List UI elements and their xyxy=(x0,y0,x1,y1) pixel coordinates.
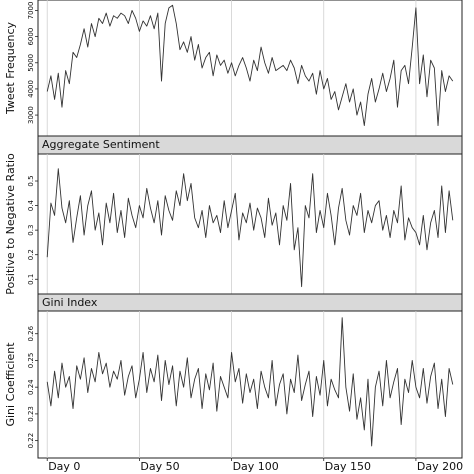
x-axis-tick-label: Day 50 xyxy=(140,460,179,473)
panel-1-ytick-label: 0.3 xyxy=(27,225,35,236)
panel-0-ytick-label: 7000 xyxy=(27,2,35,20)
panel-1-ytick-label: 0.2 xyxy=(27,249,35,260)
panel-0-ytick-label: 5000 xyxy=(27,54,35,72)
panel-2-ytick-label: 0.22 xyxy=(27,433,35,449)
panel-0-frame xyxy=(37,0,463,137)
panel-2-series-line xyxy=(46,317,454,447)
panel-2-ytick-label: 0.26 xyxy=(27,325,35,341)
panel-2-ytick-label: 0.24 xyxy=(27,379,35,395)
panel-0-ytick-label: 4000 xyxy=(27,80,35,98)
x-axis-tick-label: Day 0 xyxy=(48,460,80,473)
panel-2-frame xyxy=(37,310,463,459)
panel-0-ytick-label: 6000 xyxy=(27,28,35,46)
panel-0-ylabel: Tweet Frequency xyxy=(4,21,17,115)
panel-2-title: Gini Index xyxy=(42,296,98,309)
panel-2-strip xyxy=(37,293,463,312)
panel-1-frame xyxy=(37,153,463,295)
panel-1-ytick-label: 0.1 xyxy=(27,274,35,285)
panel-2-ytick-label: 0.25 xyxy=(27,353,35,369)
panel-0-ytick-label: 3000 xyxy=(27,106,35,124)
panel-1-ytick-label: 0.4 xyxy=(27,199,35,211)
x-axis-tick-label: Day 100 xyxy=(233,460,279,473)
x-axis-tick-label: Day 150 xyxy=(325,460,371,473)
x-axis-tick-label: Day 200 xyxy=(417,460,463,473)
panel-0-series-line xyxy=(46,4,454,126)
panel-2-ytick-label: 0.23 xyxy=(27,406,35,422)
panel-1-series-line xyxy=(46,168,454,288)
panel-1-title: Aggregate Sentiment xyxy=(42,138,160,151)
panel-1-ylabel: Positive to Negative Ratio xyxy=(4,153,17,295)
panel-1-ytick-label: 0.5 xyxy=(27,175,35,186)
panel-2-ylabel: Gini Coefficient xyxy=(4,342,17,427)
